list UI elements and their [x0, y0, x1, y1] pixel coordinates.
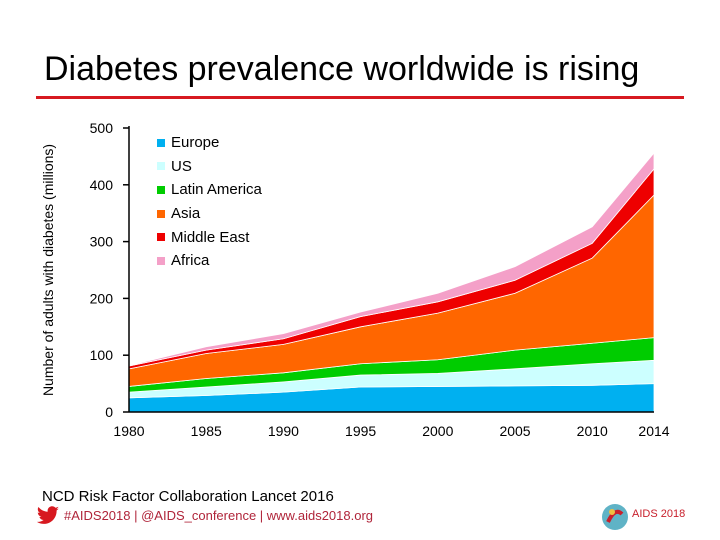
legend-swatch — [157, 233, 165, 242]
x-tick-label: 2010 — [577, 423, 608, 439]
legend-item: Middle East — [157, 225, 262, 249]
legend-swatch — [157, 185, 165, 194]
area-africa — [128, 151, 655, 367]
title-underline — [36, 96, 684, 99]
y-tick-label: 500 — [90, 120, 114, 136]
x-tick-label: 1980 — [113, 423, 144, 439]
y-tick-label: 100 — [90, 347, 114, 363]
legend-swatch — [157, 138, 165, 147]
legend-item: Latin America — [157, 178, 262, 202]
legend-label: Africa — [171, 252, 210, 270]
x-tick-label: 1995 — [345, 423, 376, 439]
x-tick-label: 1985 — [191, 423, 222, 439]
y-tick-label: 300 — [90, 234, 114, 250]
x-tick-label: 2005 — [499, 423, 530, 439]
legend-label: Europe — [171, 134, 220, 152]
legend-swatch — [157, 256, 165, 265]
social-links: #AIDS2018 | @AIDS_conference | www.aids2… — [64, 508, 374, 523]
legend-swatch — [157, 162, 165, 171]
y-tick-label: 0 — [105, 404, 113, 420]
y-tick-label: 400 — [90, 177, 114, 193]
x-tick-label: 2014 — [638, 423, 669, 439]
legend-item: US — [157, 155, 262, 179]
legend-label: Asia — [171, 205, 201, 223]
slide-title: Diabetes prevalence worldwide is rising — [44, 50, 640, 88]
twitter-icon — [36, 506, 59, 524]
legend-label: Latin America — [171, 181, 262, 199]
legend-swatch — [157, 209, 165, 218]
legend-item: Africa — [157, 249, 262, 273]
x-tick-label: 1990 — [268, 423, 299, 439]
x-tick-label: 2000 — [422, 423, 453, 439]
legend-label: US — [171, 157, 192, 175]
logo-text: AIDS 2018 — [632, 508, 686, 520]
legend-item: Asia — [157, 202, 262, 226]
y-tick-label: 200 — [90, 290, 114, 306]
source-citation: NCD Risk Factor Collaboration Lancet 201… — [42, 488, 334, 505]
legend-label: Middle East — [171, 228, 250, 246]
aids2018-logo-icon — [602, 504, 628, 530]
legend-item: Europe — [157, 131, 262, 155]
legend: Europe US Latin America Asia Middle East Afri… — [157, 131, 262, 273]
